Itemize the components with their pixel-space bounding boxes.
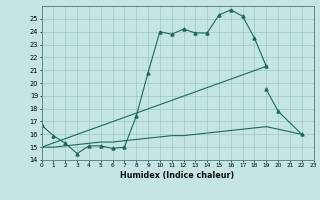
X-axis label: Humidex (Indice chaleur): Humidex (Indice chaleur) <box>120 171 235 180</box>
